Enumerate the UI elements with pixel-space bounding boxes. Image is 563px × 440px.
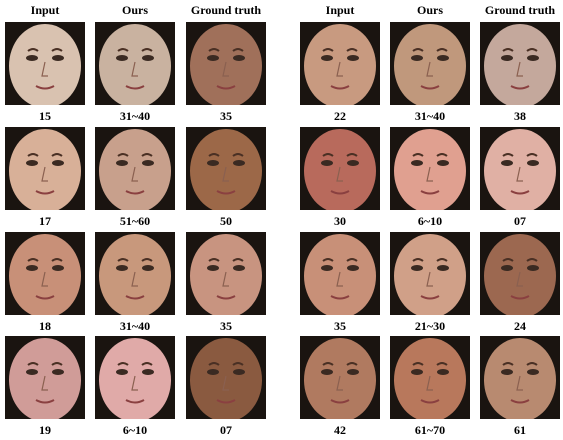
- face-image: [300, 127, 380, 210]
- age-label: 31~40: [119, 109, 151, 123]
- face-image: [480, 336, 560, 419]
- age-label: 50: [220, 214, 232, 228]
- face-image: [5, 127, 85, 210]
- column-header: Input: [325, 3, 355, 17]
- age-label: 19: [39, 423, 51, 437]
- face-image: [95, 232, 175, 315]
- age-label: 30: [334, 214, 346, 228]
- age-label: 31~40: [119, 319, 151, 333]
- face-image: [480, 232, 560, 315]
- face-image: [480, 22, 560, 105]
- face-image: [300, 232, 380, 315]
- age-label: 17: [39, 214, 51, 228]
- face-image: [390, 127, 470, 210]
- column-header: Input: [30, 3, 60, 17]
- face-image: [390, 232, 470, 315]
- column-header: Ground truth: [484, 3, 556, 17]
- age-label: 61: [514, 423, 526, 437]
- age-label: 15: [39, 109, 51, 123]
- age-label: 24: [514, 319, 526, 333]
- face-image: [300, 22, 380, 105]
- face-image: [390, 336, 470, 419]
- age-label: 6~10: [417, 214, 443, 228]
- face-image: [186, 22, 266, 105]
- column-header: Ours: [416, 3, 443, 17]
- face-image: [5, 336, 85, 419]
- age-label: 21~30: [414, 319, 446, 333]
- age-label: 07: [514, 214, 526, 228]
- age-label: 38: [514, 109, 526, 123]
- age-label: 35: [334, 319, 346, 333]
- age-label: 31~40: [414, 109, 446, 123]
- column-header: Ours: [121, 3, 148, 17]
- face-image: [5, 22, 85, 105]
- face-image: [186, 336, 266, 419]
- age-label: 42: [334, 423, 346, 437]
- age-label: 61~70: [414, 423, 446, 437]
- face-image: [186, 232, 266, 315]
- age-label: 07: [220, 423, 232, 437]
- face-image: [95, 127, 175, 210]
- face-image: [390, 22, 470, 105]
- face-image: [480, 127, 560, 210]
- age-label: 6~10: [122, 423, 148, 437]
- age-label: 35: [220, 109, 232, 123]
- age-label: 35: [220, 319, 232, 333]
- age-label: 18: [39, 319, 51, 333]
- face-image: [186, 127, 266, 210]
- column-header: Ground truth: [190, 3, 262, 17]
- age-label: 51~60: [119, 214, 151, 228]
- face-image: [300, 336, 380, 419]
- face-image: [5, 232, 85, 315]
- face-image: [95, 336, 175, 419]
- age-label: 22: [334, 109, 346, 123]
- face-image: [95, 22, 175, 105]
